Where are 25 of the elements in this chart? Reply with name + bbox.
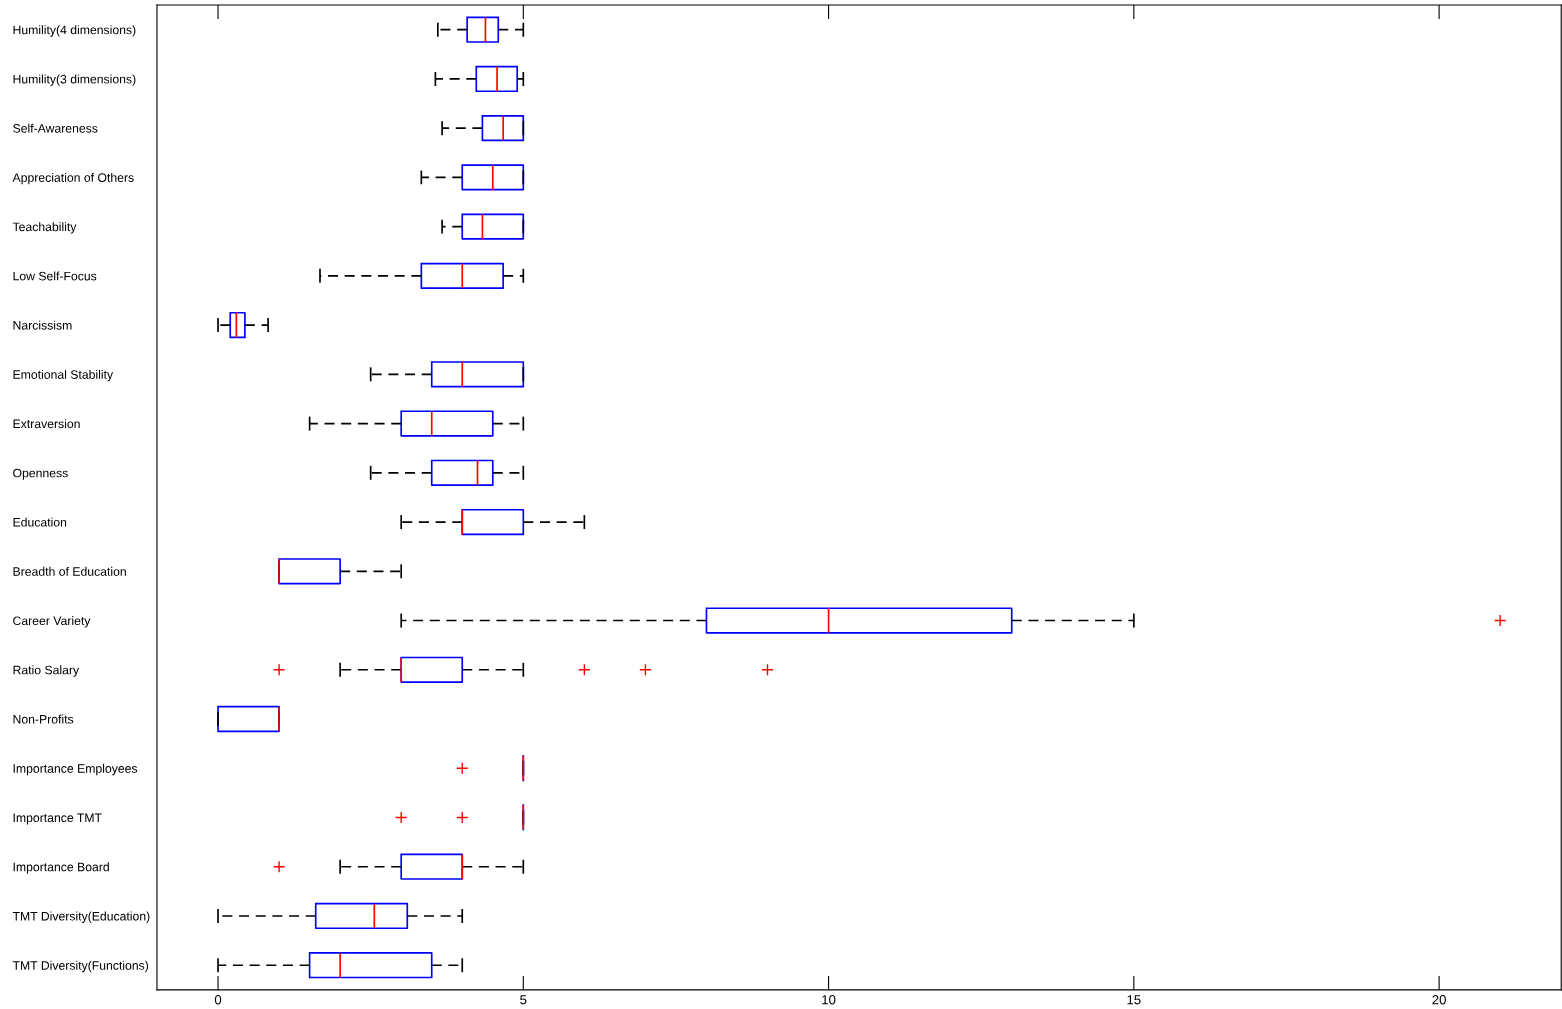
y-tick-label: Education <box>13 517 67 527</box>
y-tick-label: Openness <box>13 468 68 480</box>
y-tick-label: Career Variety <box>13 616 91 628</box>
x-tick-label: 15 <box>1127 995 1141 1005</box>
y-tick-label: Non-Profits <box>13 714 74 724</box>
y-tick-label: TMT Diversity(Education) <box>12 911 150 923</box>
y-tick-label: Extraversion <box>13 419 80 429</box>
y-tick-label: Narcissism <box>13 320 72 330</box>
y-tick-label: Emotional Stability <box>13 369 114 382</box>
y-tick-label: Teachability <box>12 222 77 234</box>
y-tick-label: Breadth of Education <box>13 566 126 576</box>
y-tick-label: Humility(3 dimensions) <box>13 74 136 86</box>
y-tick-label: Appreciation of Others <box>12 172 134 185</box>
y-tick-label: TMT Diversity(Functions) <box>12 960 149 973</box>
y-tick-label: Importance TMT <box>13 813 102 825</box>
y-tick-label: Importance Employees <box>13 763 138 776</box>
x-tick-label: 20 <box>1432 995 1446 1005</box>
x-tick-label: 5 <box>520 995 527 1005</box>
y-tick-label: Humility(4 dimensions) <box>13 25 136 37</box>
y-tick-label: Importance Board <box>13 862 109 874</box>
x-tick-label: 10 <box>822 995 836 1005</box>
y-tick-label: Self-Awareness <box>13 123 98 133</box>
x-tick-label: 0 <box>214 995 222 1005</box>
y-tick-label: Ratio Salary <box>13 665 80 677</box>
y-tick-label: Low Self-Focus <box>13 271 97 281</box>
